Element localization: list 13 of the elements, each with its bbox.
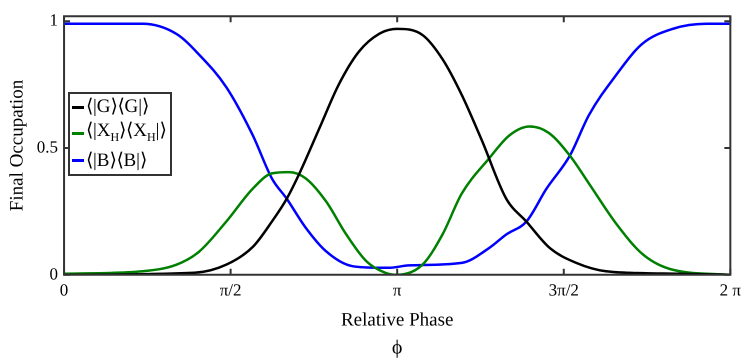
text: ϕ <box>392 336 402 358</box>
x-tick-label: 3π/2 <box>548 280 579 300</box>
x-tick-label: 2 π <box>720 280 742 300</box>
y-axis-title: Final Occupation <box>6 79 28 212</box>
y-tick-label: 1 <box>50 10 58 30</box>
x-tick-label: π <box>392 280 402 300</box>
x-axis-title: Relative Phase <box>340 310 454 331</box>
y-tick-label: 0 <box>50 264 58 284</box>
legend-label: ⟨|G⟩⟨G|⟩ <box>86 95 150 119</box>
y-tick-label: 0.5 <box>36 138 58 157</box>
legend-label: ⟨|B⟩⟨B|⟩ <box>86 148 147 173</box>
legend-label: ⟨|X$_{H}$⟩⟨X$_{H}$|⟩ <box>86 119 166 146</box>
x-tick-label: π/2 <box>220 280 242 300</box>
